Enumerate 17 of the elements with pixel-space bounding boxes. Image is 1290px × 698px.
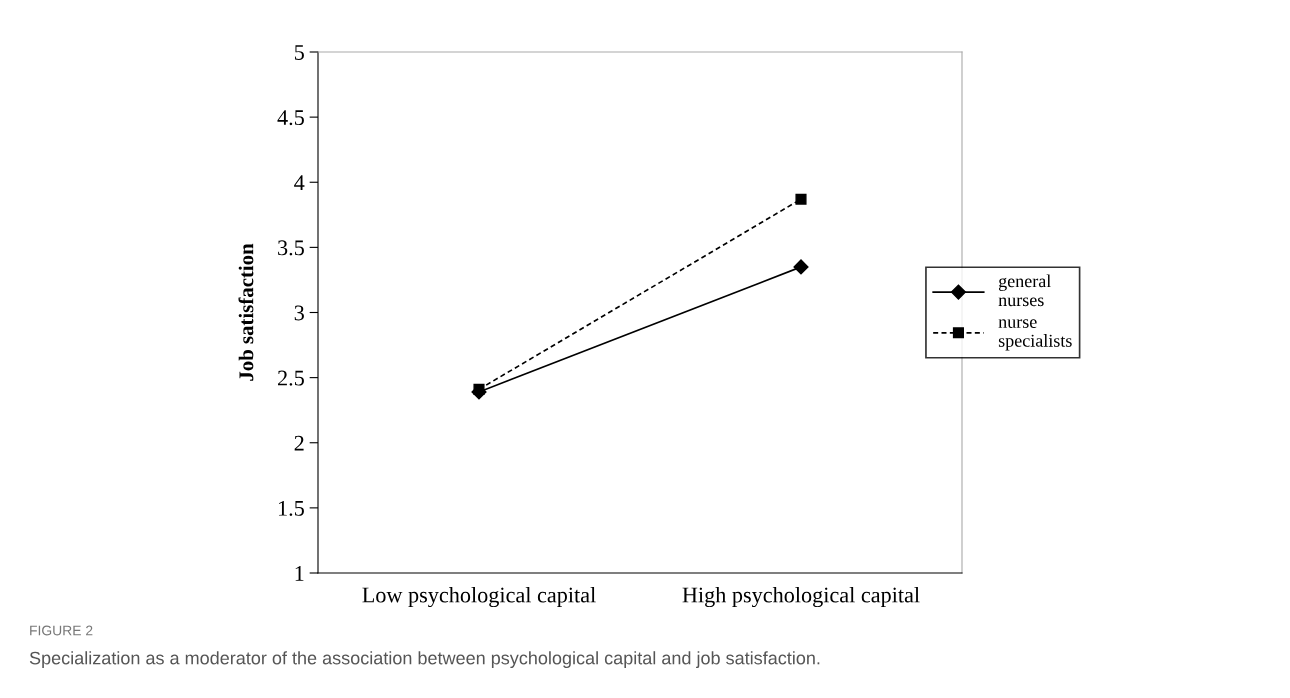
y-tick-label: 4.5 [277,110,304,126]
caption: FIGURE 2 [30,625,93,636]
point [793,259,809,275]
y-tick-label: 3.5 [278,240,304,256]
x-tick-label: Low psychological capital [362,586,596,608]
y-tick-label: 1.5 [278,500,304,516]
y-axis-title: Job satisfaction [238,243,254,381]
y-tick-label: 4 [294,175,305,190]
legend-label: nurse specialists [998,319,1072,351]
y-tick-label: 3 [294,305,304,321]
point [795,193,807,205]
y-tick-label: 2 [294,435,304,451]
x-tick-label: High psychological capital [682,586,920,608]
y-tick-label: 1 [295,566,304,581]
text: Specialization as a moderator of the association between psychological capital and job satisfaction. [29,651,820,669]
y-tick-label: 5 [294,45,304,60]
y-tick-label: 2.5 [278,370,304,386]
